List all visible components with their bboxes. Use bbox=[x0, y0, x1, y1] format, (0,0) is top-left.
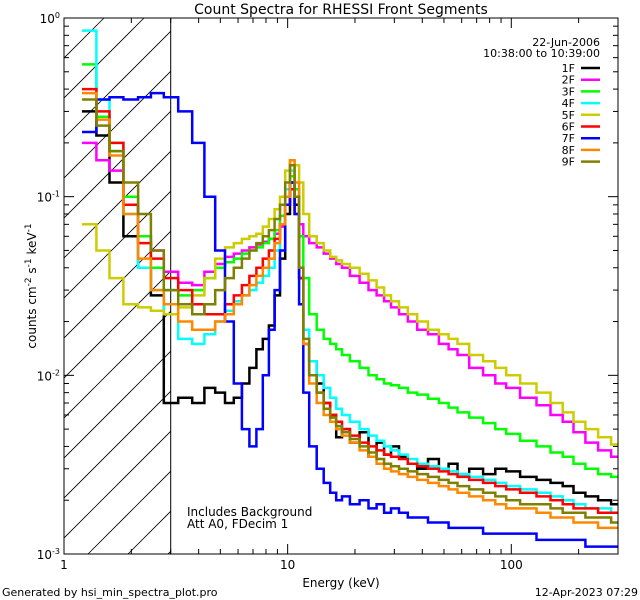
annotation-background: Includes Background bbox=[187, 505, 312, 519]
y-tick-label: 10-1 bbox=[37, 190, 60, 205]
annotation-attenuator: Att A0, FDecim 1 bbox=[187, 517, 288, 531]
y-label-mid: s bbox=[25, 267, 39, 277]
y-tick-label: 10-3 bbox=[37, 547, 60, 562]
legend-label-6F: 6F bbox=[562, 121, 575, 134]
legend-label-8F: 8F bbox=[562, 144, 575, 157]
chart-title: Count Spectra for RHESSI Front Segments bbox=[194, 2, 488, 18]
hatch-line bbox=[64, 270, 171, 379]
y-axis-label: counts cm-2 s-1 keV-1 bbox=[24, 223, 39, 348]
hatch-line bbox=[64, 30, 171, 139]
hatch-line bbox=[64, 390, 171, 499]
footer-generated-by: Generated by hsi_min_spectra_plot.pro bbox=[2, 586, 218, 599]
legend-label-4F: 4F bbox=[562, 97, 575, 110]
y-tick-label: 10-2 bbox=[37, 368, 60, 383]
hatch-line bbox=[64, 70, 171, 179]
series-layer bbox=[82, 29, 618, 548]
series-line-7F bbox=[82, 91, 618, 548]
series-line-8F bbox=[82, 91, 618, 530]
hatch-line bbox=[64, 190, 171, 299]
x-axis-label: Energy (keV) bbox=[302, 576, 379, 590]
x-tick-label: 100 bbox=[500, 558, 523, 572]
legend-label-1F: 1F bbox=[562, 62, 575, 75]
legend-label-9F: 9F bbox=[562, 156, 575, 169]
y-tick-label: 100 bbox=[40, 11, 60, 26]
y-label-exp2: -1 bbox=[24, 258, 34, 267]
axes-layer: 1 10 100 10-3 10-2 10-1 100 bbox=[37, 11, 619, 572]
hatch-lines bbox=[64, 18, 171, 554]
y-label-base: counts cm bbox=[25, 286, 39, 348]
legend-label-7F: 7F bbox=[562, 132, 575, 145]
hatch-region bbox=[64, 18, 172, 554]
x-tick-label: 1 bbox=[60, 558, 68, 572]
date-label: 22-Jun-2006 bbox=[532, 36, 600, 49]
footer-timestamp: 12-Apr-2023 07:29 bbox=[535, 586, 638, 599]
hatch-line bbox=[64, 230, 171, 339]
legend-label-3F: 3F bbox=[562, 85, 575, 98]
hatch-line bbox=[64, 310, 171, 419]
time-range-label: 10:38:00 to 10:39:00 bbox=[483, 47, 600, 60]
legend-label-5F: 5F bbox=[562, 109, 575, 122]
series-line-5F bbox=[82, 158, 618, 446]
hatch-line bbox=[64, 430, 171, 539]
legend-label-2F: 2F bbox=[562, 74, 575, 87]
y-label-exp3: -1 bbox=[24, 223, 34, 232]
x-tick-label: 10 bbox=[280, 558, 295, 572]
series-line-9F bbox=[82, 98, 618, 524]
plot-frame bbox=[63, 17, 619, 555]
y-label-exp1: -2 bbox=[24, 277, 34, 286]
y-label-unit: keV bbox=[25, 232, 39, 259]
